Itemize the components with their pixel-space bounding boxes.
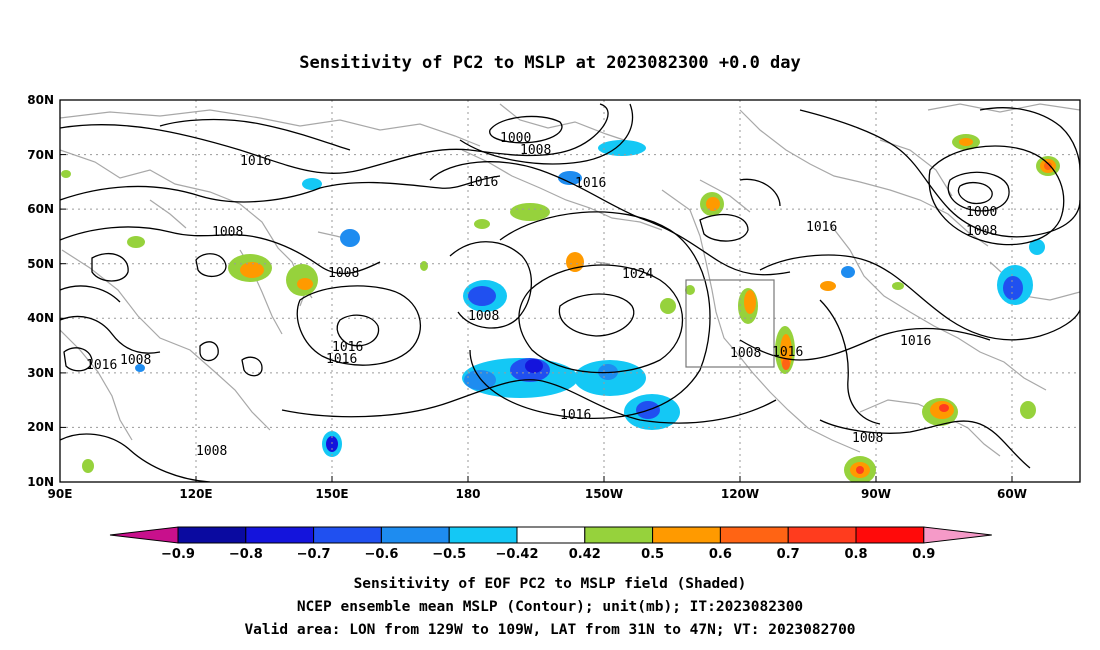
- colorbar-swatch: [516, 526, 586, 544]
- contour-label: 1016: [240, 154, 271, 169]
- lon-label: 120W: [721, 487, 759, 501]
- lon-label: 90W: [861, 487, 891, 501]
- colorbar-extend-low: [109, 526, 179, 544]
- colorbar-swatch: [719, 526, 789, 544]
- colorbar-swatch: [313, 526, 382, 544]
- contour-label: 1008: [468, 309, 499, 324]
- colorbar-tick-label: −0.5: [432, 547, 466, 562]
- lon-label: 150E: [315, 487, 348, 501]
- lat-label: 40N: [27, 311, 54, 325]
- colorbar-tick-label: 0.7: [777, 547, 800, 562]
- contour-label: 1016: [86, 358, 117, 373]
- colorbar-swatch: [584, 526, 654, 544]
- lon-label: 60W: [997, 487, 1027, 501]
- colorbar-tick-label: −0.42: [496, 547, 539, 562]
- colorbar-tick-label: 0.42: [569, 547, 601, 562]
- longitude-labels: 90E 120E 150E 180 150W 120W 90W 60W: [48, 487, 1027, 501]
- contour-label: 1008: [120, 353, 151, 368]
- contour-label: 1008: [212, 225, 243, 240]
- colorbar-tick-label: 0.8: [844, 547, 867, 562]
- colorbar-tick-label: −0.8: [229, 547, 263, 562]
- colorbar-swatch: [652, 526, 721, 544]
- colorbar-tick-label: 0.6: [709, 547, 732, 562]
- lat-label: 80N: [27, 93, 54, 107]
- contour-label: 1008: [730, 346, 761, 361]
- caption-line-1: Sensitivity of EOF PC2 to MSLP field (Sh…: [354, 576, 747, 592]
- valid-area-box: [685, 279, 775, 368]
- contour-label: 1008: [196, 444, 227, 459]
- contour-label: 1016: [575, 176, 606, 191]
- contour-label: 1008: [328, 266, 359, 281]
- contour-label: 1008: [520, 143, 551, 158]
- colorbar-tick-label: −0.6: [364, 547, 398, 562]
- lat-label: 70N: [27, 148, 54, 162]
- lon-label: 120E: [179, 487, 212, 501]
- contour-label: 1016: [806, 220, 837, 235]
- contour-label: 1000: [966, 205, 997, 220]
- colorbar-swatch: [177, 526, 247, 544]
- contour-label: 1016: [467, 175, 498, 190]
- caption-line-3: Valid area: LON from 129W to 109W, LAT f…: [244, 622, 855, 638]
- map-border: [59, 99, 1081, 483]
- contour-label: 1008: [852, 431, 883, 446]
- contour-label: 1016: [900, 334, 931, 349]
- colorbar-swatch: [855, 526, 925, 544]
- lat-label: 60N: [27, 202, 54, 216]
- lon-label: 180: [455, 487, 480, 501]
- contour-label: 1016: [326, 352, 357, 367]
- contour-label: 1016: [560, 408, 591, 423]
- contour-label: 1000: [500, 131, 531, 146]
- map-background: [60, 100, 1080, 482]
- colorbar-tick-label: 0.5: [641, 547, 664, 562]
- lon-label: 90E: [48, 487, 73, 501]
- lat-label: 10N: [27, 475, 54, 489]
- axis-ticks: [60, 99, 1013, 483]
- lat-label: 20N: [27, 420, 54, 434]
- caption-line-2: NCEP ensemble mean MSLP (Contour); unit(…: [297, 599, 803, 615]
- map-panel: 1000 1008 1016 1016 1016 1008 1008 1008 …: [27, 93, 1081, 501]
- colorbar-swatch: [787, 526, 857, 544]
- lat-label: 30N: [27, 366, 54, 380]
- lon-label: 150W: [585, 487, 623, 501]
- colorbar: −0.9 −0.8 −0.7 −0.6 −0.5 −0.42 0.42 0.5 0.6 0.7 0.…: [109, 526, 992, 562]
- colorbar-swatch: [380, 526, 450, 544]
- contour-labels: 1000 1008 1016 1016 1016 1008 1008 1008 …: [86, 131, 997, 459]
- sensitivity-shading: [61, 134, 1060, 482]
- contour-label: 1008: [966, 224, 997, 239]
- colorbar-tick-label: −0.7: [297, 547, 331, 562]
- colorbar-tick-label: 0.9: [912, 547, 935, 562]
- lat-label: 50N: [27, 257, 54, 271]
- colorbar-tick-label: −0.9: [161, 547, 195, 562]
- colorbar-swatch: [448, 526, 518, 544]
- colorbar-extend-high: [923, 526, 992, 544]
- latitude-labels: 80N 70N 60N 50N 40N 30N 20N 10N: [27, 93, 54, 489]
- colorbar-swatch: [245, 526, 315, 544]
- figure-title: Sensitivity of PC2 to MSLP at 2023082300…: [299, 53, 801, 73]
- contour-label: 1024: [622, 267, 653, 282]
- contour-label: 1016: [332, 340, 363, 355]
- contour-label: 1016: [772, 345, 803, 360]
- mslp-contours: [60, 103, 1080, 482]
